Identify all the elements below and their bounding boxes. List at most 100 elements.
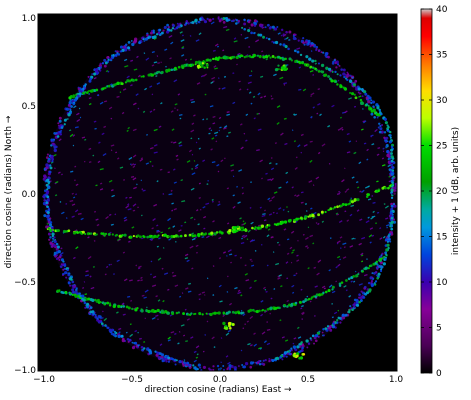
source-point bbox=[366, 158, 369, 161]
arc-point bbox=[241, 26, 244, 29]
source-point bbox=[348, 140, 352, 143]
ring-point bbox=[353, 305, 356, 309]
source-point bbox=[258, 224, 263, 227]
source-point bbox=[79, 116, 82, 119]
source-point bbox=[230, 164, 235, 167]
source-point bbox=[301, 305, 304, 308]
source-point bbox=[276, 212, 278, 215]
source-point bbox=[385, 224, 390, 227]
source-point bbox=[336, 242, 339, 245]
source-point bbox=[99, 168, 104, 171]
source-point bbox=[349, 245, 354, 248]
source-point bbox=[319, 113, 322, 117]
source-point bbox=[260, 96, 263, 99]
source-point bbox=[274, 142, 277, 145]
source-point bbox=[238, 80, 241, 83]
source-point bbox=[157, 257, 162, 261]
arc-point bbox=[201, 313, 204, 316]
colorbar-tick-label: 35 bbox=[436, 51, 447, 61]
hotspot-point bbox=[222, 321, 226, 326]
ring-point bbox=[333, 59, 336, 62]
arc-point bbox=[67, 273, 71, 277]
source-point bbox=[206, 183, 209, 186]
ring-point bbox=[335, 66, 338, 69]
source-point bbox=[124, 65, 129, 68]
arc-point bbox=[190, 312, 193, 315]
source-point bbox=[214, 67, 218, 70]
ring-point bbox=[385, 145, 388, 148]
ring-point bbox=[69, 284, 72, 287]
ring-point bbox=[172, 24, 176, 28]
arc-point bbox=[59, 130, 62, 134]
source-point bbox=[145, 57, 150, 61]
source-point bbox=[173, 208, 177, 211]
source-point bbox=[204, 294, 206, 296]
source-point bbox=[317, 102, 321, 106]
ring-point bbox=[341, 316, 346, 320]
source-point bbox=[110, 263, 112, 266]
arc-point bbox=[331, 324, 334, 327]
arc-point bbox=[204, 232, 208, 236]
source-point bbox=[286, 238, 290, 241]
source-point bbox=[367, 216, 370, 219]
arc-point bbox=[137, 344, 140, 347]
source-point bbox=[161, 267, 164, 270]
ring-point bbox=[314, 339, 318, 343]
ring-point bbox=[276, 26, 279, 29]
ring-point bbox=[55, 257, 59, 261]
ring-point bbox=[51, 237, 55, 240]
arc-point bbox=[251, 308, 255, 312]
source-point bbox=[270, 177, 274, 182]
arc-point bbox=[286, 305, 289, 308]
ring-point bbox=[73, 284, 77, 288]
arc-point bbox=[325, 66, 329, 70]
arc-point bbox=[179, 234, 183, 238]
arc-point bbox=[274, 357, 278, 360]
arc-point bbox=[142, 75, 145, 78]
arc-point bbox=[104, 302, 107, 305]
source-point bbox=[110, 117, 113, 120]
arc-point bbox=[380, 257, 383, 260]
arc-point bbox=[148, 349, 152, 353]
arc-point bbox=[314, 333, 319, 338]
arc-point bbox=[88, 89, 91, 93]
arc-point bbox=[339, 204, 343, 208]
source-point bbox=[270, 167, 275, 171]
source-point bbox=[369, 241, 372, 244]
source-point bbox=[77, 212, 82, 215]
ring-point bbox=[256, 361, 260, 365]
ring-point bbox=[324, 52, 328, 56]
source-point bbox=[197, 137, 200, 140]
source-point bbox=[198, 298, 201, 301]
source-point bbox=[287, 210, 290, 213]
ring-point bbox=[301, 346, 304, 350]
ring-point bbox=[304, 40, 308, 44]
source-point bbox=[268, 162, 272, 165]
source-point bbox=[214, 131, 219, 135]
ring-point bbox=[48, 238, 51, 241]
source-point bbox=[251, 239, 256, 242]
source-point bbox=[241, 192, 245, 195]
source-point bbox=[240, 33, 243, 36]
source-point bbox=[300, 133, 304, 137]
source-point bbox=[88, 102, 92, 106]
source-point bbox=[243, 132, 246, 135]
source-point bbox=[285, 171, 289, 175]
source-point bbox=[87, 236, 90, 239]
source-point bbox=[300, 201, 304, 204]
arc-point bbox=[194, 60, 199, 65]
ring-point bbox=[392, 161, 395, 165]
source-point bbox=[206, 235, 210, 239]
arc-point bbox=[51, 157, 55, 161]
source-point bbox=[352, 280, 356, 283]
source-point bbox=[270, 297, 273, 300]
arc-point bbox=[115, 233, 119, 237]
source-point bbox=[240, 146, 244, 150]
source-point bbox=[162, 299, 165, 303]
source-point bbox=[238, 169, 243, 172]
y-tick-label: 1.0 bbox=[22, 14, 37, 24]
source-point bbox=[379, 237, 383, 240]
arc-point bbox=[390, 148, 394, 152]
source-point bbox=[237, 201, 241, 204]
ring-point bbox=[247, 20, 251, 24]
